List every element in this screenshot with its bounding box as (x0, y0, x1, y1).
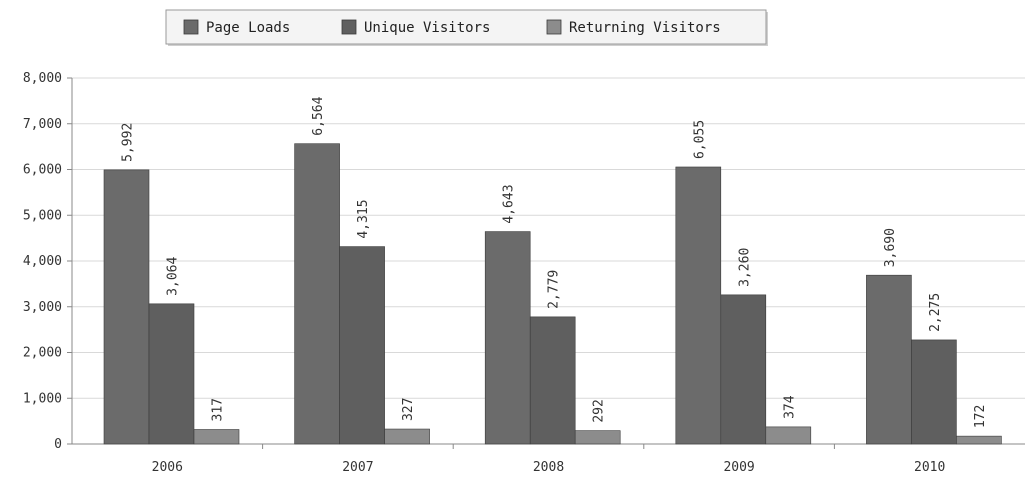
data-label: 4,643 (502, 184, 517, 223)
legend-box (165, 9, 767, 45)
x-tick-label: 2009 (723, 460, 754, 475)
x-axis: 2006 2007 2008 2009 2010 (72, 443, 1025, 475)
x-tick-label: 2006 (152, 460, 183, 475)
y-tick-label: 5,000 (23, 208, 62, 223)
grid-lines (72, 77, 1025, 399)
data-label: 6,055 (692, 120, 707, 159)
bar (484, 231, 531, 445)
bar (339, 246, 385, 445)
y-tick-label: 2,000 (23, 346, 62, 361)
y-tick-label: 4,000 (23, 254, 62, 269)
bars (103, 143, 1002, 445)
bar (148, 303, 195, 445)
data-label: 3,260 (737, 248, 752, 287)
data-label: 5,992 (121, 123, 136, 162)
bar (720, 294, 767, 445)
legend: Page Loads Unique Visitors Returning Visit… (165, 9, 768, 46)
bar (675, 166, 722, 445)
bar (765, 426, 812, 445)
data-labels: 5,992 3,064 317 6,564 4,315 327 4,643 2,779 292 6… (121, 96, 988, 428)
bar (294, 143, 340, 445)
data-label: 4,315 (356, 199, 371, 238)
x-tick-label: 2010 (914, 460, 945, 475)
data-label: 3,064 (166, 257, 181, 296)
x-tick-label: 2008 (533, 460, 564, 475)
legend-label: Page Loads (206, 20, 290, 36)
data-label: 2,779 (547, 270, 562, 309)
bar (911, 339, 957, 445)
y-tick-label: 6,000 (23, 163, 62, 178)
data-label: 327 (401, 398, 416, 421)
bar (193, 429, 240, 445)
data-label: 317 (211, 398, 226, 421)
y-tick-label: 7,000 (23, 117, 62, 132)
y-tick-label: 1,000 (23, 391, 62, 406)
data-label: 6,564 (311, 96, 326, 135)
data-label: 3,690 (883, 228, 898, 267)
data-label: 374 (782, 395, 797, 419)
legend-swatch (341, 19, 357, 35)
x-tick-label: 2007 (342, 460, 373, 475)
bar (103, 169, 150, 445)
data-label: 2,275 (928, 293, 943, 332)
bar (384, 428, 430, 445)
legend-swatch (546, 19, 562, 35)
bar (956, 435, 1002, 445)
data-label: 292 (592, 399, 607, 422)
bar (529, 316, 576, 445)
legend-label: Returning Visitors (569, 20, 721, 36)
y-tick-label: 0 (54, 437, 62, 452)
data-label: 172 (973, 405, 988, 428)
y-axis: 0 1,000 2,000 3,000 4,000 5,000 6,000 7,000 8,00… (23, 71, 73, 452)
bar (866, 274, 912, 445)
y-tick-label: 8,000 (23, 71, 62, 86)
legend-label: Unique Visitors (364, 20, 490, 36)
legend-swatch (183, 19, 199, 35)
y-tick-label: 3,000 (23, 300, 62, 315)
bar (574, 430, 621, 445)
